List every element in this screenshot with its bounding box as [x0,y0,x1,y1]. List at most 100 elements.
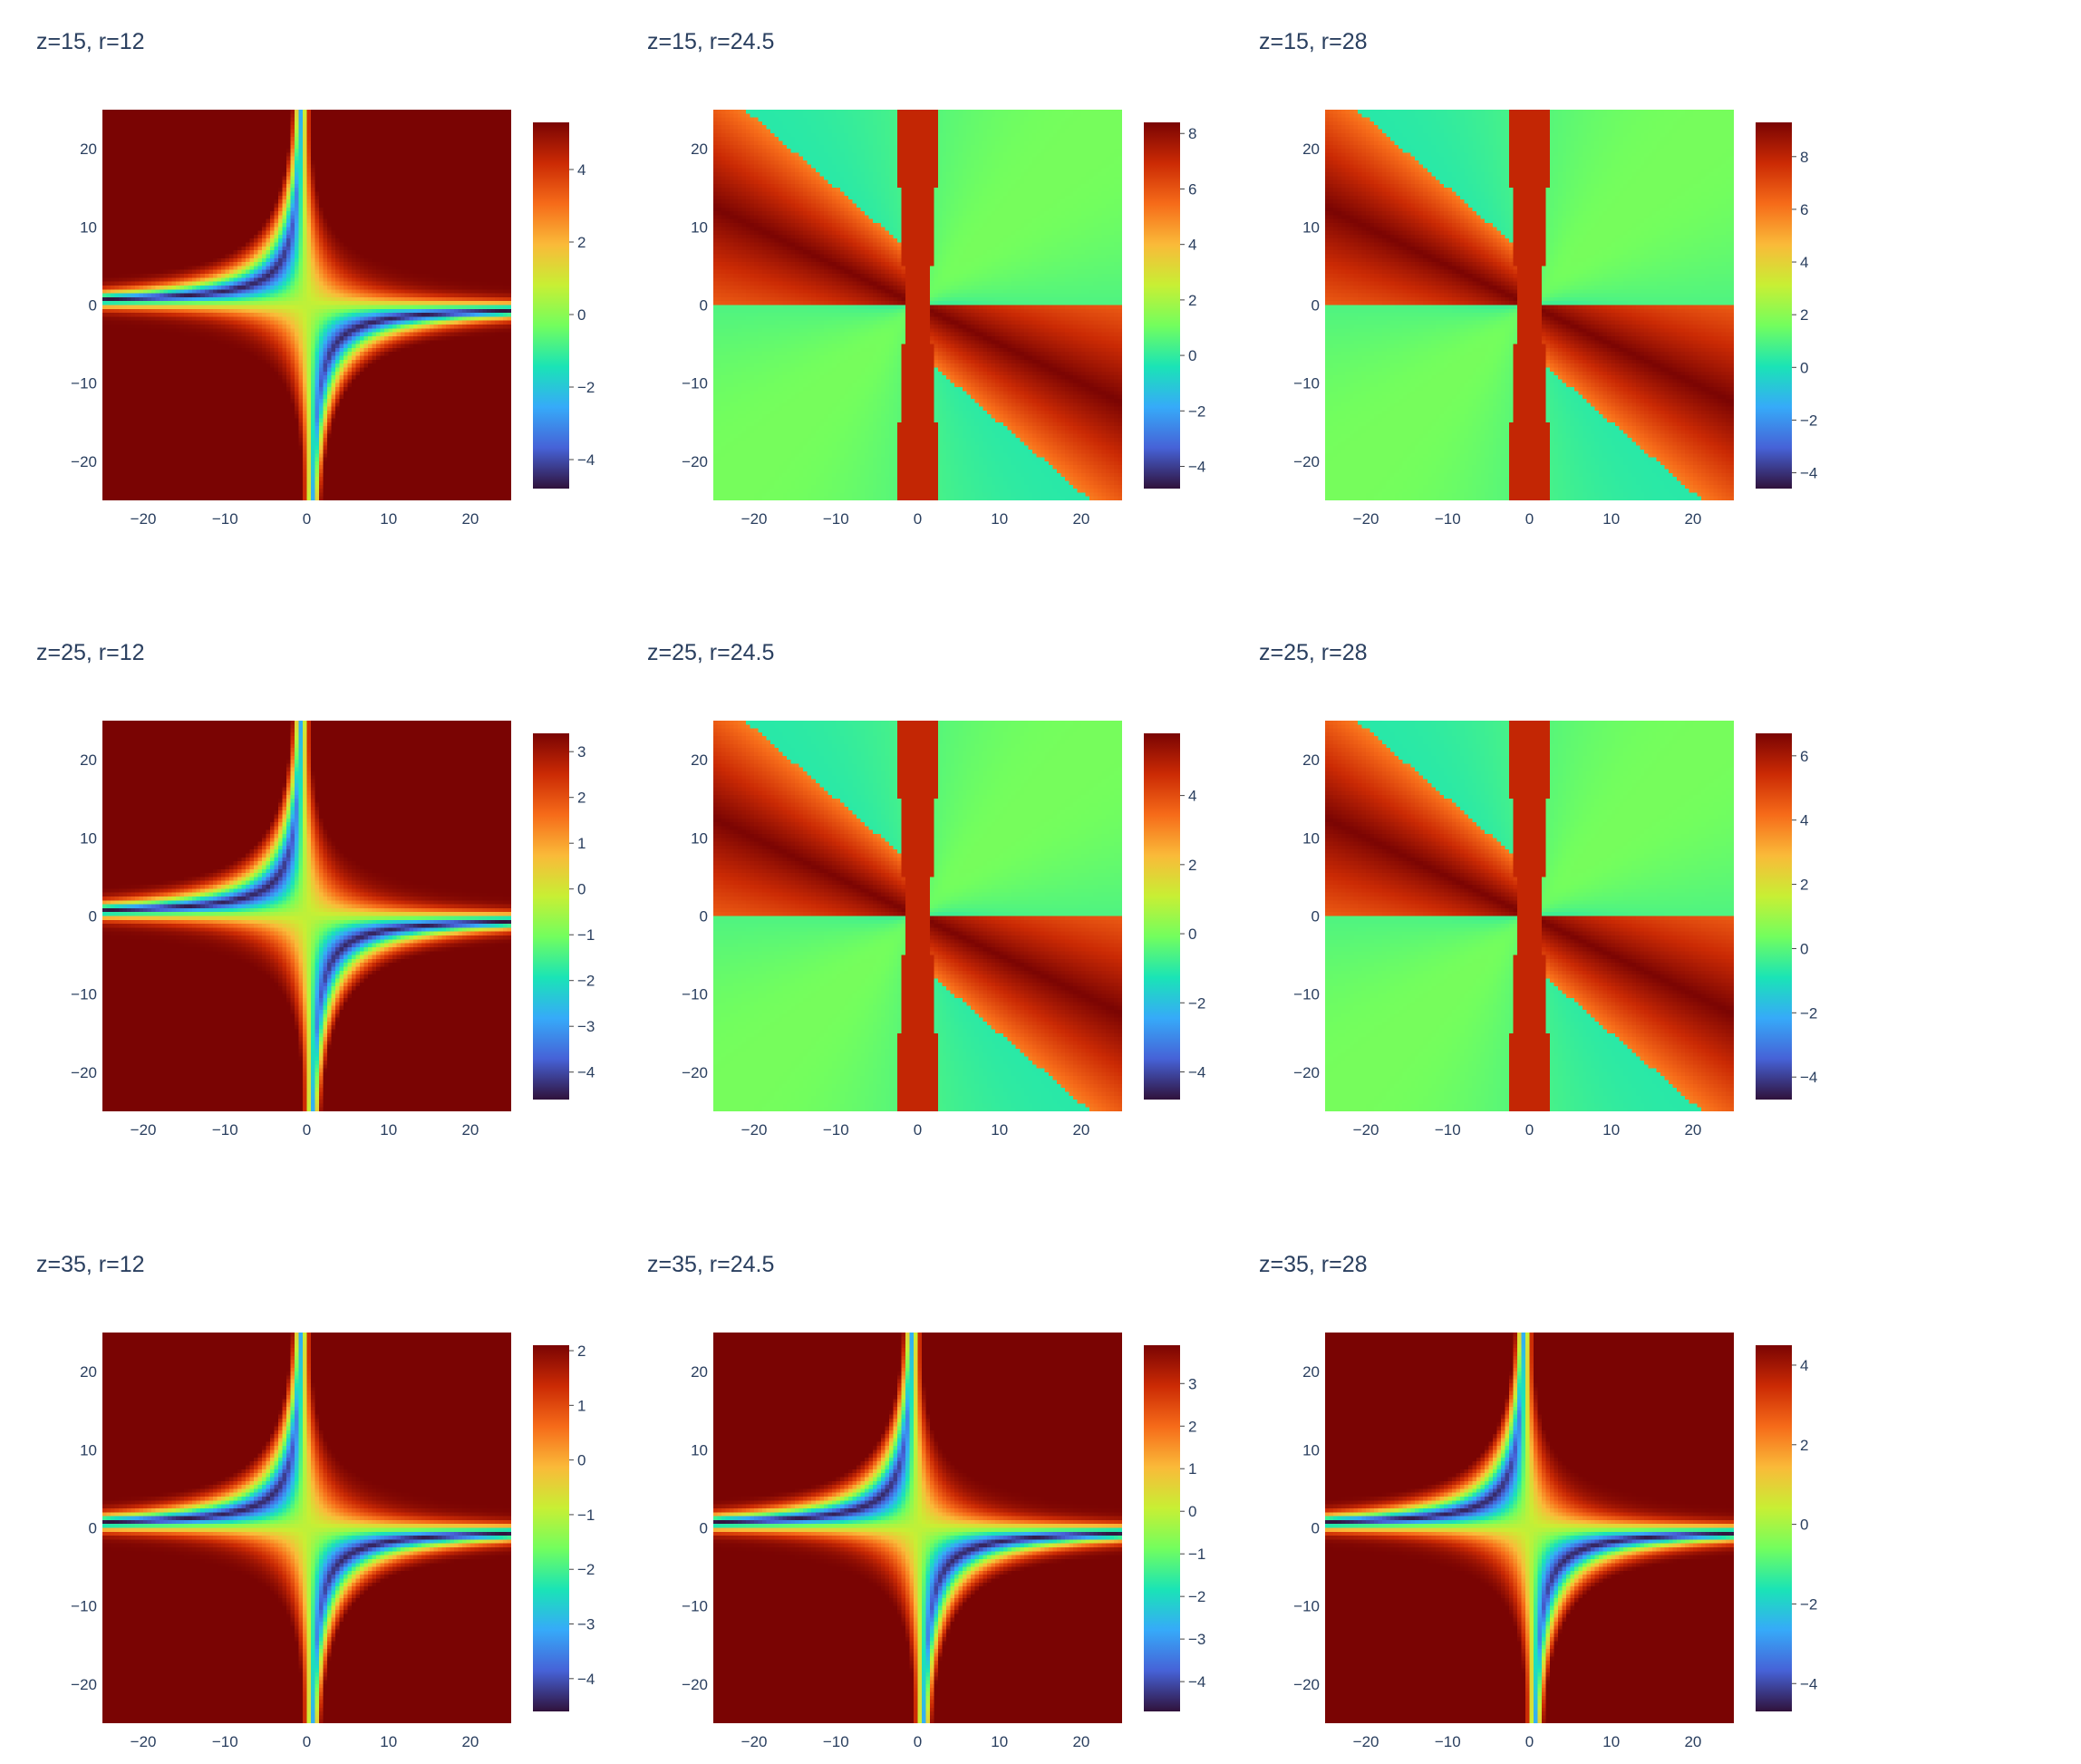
y-tick-label: −10 [71,375,97,393]
x-tick-label: 20 [461,510,479,528]
x-tick-label: −20 [131,510,157,528]
y-tick-label: −20 [71,1064,97,1081]
colorbar-tick-label: −2 [1188,994,1205,1012]
x-tick-label: 0 [1525,510,1534,528]
subplot-3: z=15, r=28−20 −10 0 10 20−20−1001020−4−20246… [1259,29,1817,528]
colorbar-tick-label: −2 [577,379,595,396]
x-tick-label: −10 [212,1733,238,1750]
colorbar-tick-label: 3 [577,743,586,761]
y-tick-label: −20 [1293,1064,1320,1081]
x-tick-label: 10 [991,510,1008,528]
heatmap-image [102,721,511,1111]
subplot-4: z=25, r=12−20 −10 0 10 20−20−1001020−4−3−2−1… [36,640,595,1139]
x-tick-label: −20 [131,1121,157,1139]
y-tick-label: 10 [80,1441,97,1459]
colorbar-tick-label: −4 [577,1064,595,1081]
y-tick-label: −20 [71,453,97,470]
colorbar-tick-label: 4 [577,161,586,179]
y-tick-label: 10 [691,218,708,236]
x-tick-label: −10 [823,1121,849,1139]
x-tick-label: 10 [1602,1121,1620,1139]
y-tick-label: −10 [71,986,97,1003]
x-tick-label: −20 [1353,1121,1379,1139]
x-tick-label: 0 [914,1733,922,1750]
y-tick-label: −20 [1293,453,1320,470]
colorbar-tick-label: −4 [577,451,595,469]
y-tick-label: 0 [700,908,708,926]
x-tick-label: 10 [380,1733,397,1750]
x-tick-label: −10 [1435,1121,1461,1139]
y-tick-label: −10 [682,1598,708,1615]
colorbar-tick-label: −1 [577,1507,595,1524]
subplot-5: z=25, r=24.5−20 −10 0 10 20−20−1001020−4−202… [647,640,1205,1139]
colorbar-tick-label: 0 [577,1452,586,1469]
x-tick-label: 20 [461,1121,479,1139]
colorbar [1144,122,1180,489]
colorbar [1756,122,1792,489]
heatmap-image [1325,1333,1734,1723]
colorbar-tick-label: 0 [577,881,586,898]
colorbar-tick-label: 0 [577,306,586,324]
y-tick-label: 10 [80,218,97,236]
x-tick-label: −10 [1435,510,1461,528]
colorbar-tick-label: −2 [1800,1004,1817,1022]
y-tick-label: 0 [89,908,97,926]
y-tick-label: −20 [1293,1676,1320,1693]
y-tick-label: 10 [80,829,97,847]
colorbar-tick-label: 0 [1800,940,1808,957]
colorbar-tick-label: 2 [1800,877,1808,894]
y-tick-label: −20 [682,1064,708,1081]
y-tick-label: 20 [1302,751,1320,769]
subplot-title: z=25, r=24.5 [647,640,774,665]
x-tick-label: −20 [741,510,768,528]
subplot-2: z=15, r=24.5−20 −10 0 10 20−20−1001020−4−202… [647,29,1205,528]
x-tick-label: −10 [212,1121,238,1139]
colorbar-tick-label: 0 [1800,359,1808,376]
y-tick-label: 20 [691,1363,708,1381]
colorbar-tick-label: 2 [577,1342,586,1360]
colorbar-tick-label: −3 [577,1616,595,1633]
colorbar-tick-label: −2 [1800,412,1817,429]
colorbar-tick-label: −4 [1188,1673,1205,1691]
y-tick-label: 20 [80,141,97,158]
colorbar-tick-label: −2 [577,1561,595,1578]
colorbar-tick-label: 1 [1188,1460,1196,1478]
x-tick-label: 20 [1684,1733,1701,1750]
colorbar-tick-label: 1 [577,835,586,852]
x-tick-label: 0 [303,1733,311,1750]
y-tick-label: −10 [1293,1598,1320,1615]
x-tick-label: 20 [1072,510,1089,528]
colorbar [533,733,569,1100]
colorbar [1756,733,1792,1100]
colorbar-tick-label: −2 [577,973,595,990]
colorbar-tick-label: 0 [1800,1517,1808,1534]
y-tick-label: −20 [71,1676,97,1693]
colorbar-tick-label: 2 [1800,1437,1808,1454]
colorbar-tick-label: 8 [1800,149,1808,166]
x-tick-label: 0 [303,1121,311,1139]
heatmap-image [1325,721,1734,1111]
y-tick-label: −10 [1293,375,1320,393]
y-tick-label: 0 [89,297,97,315]
heatmap-image [713,721,1122,1111]
x-tick-label: −20 [741,1733,768,1750]
subplot-7: z=35, r=12−20 −10 0 10 20−20−1001020−4−3−2−1… [36,1252,595,1750]
colorbar-tick-label: −2 [1188,402,1205,420]
y-tick-label: 20 [691,751,708,769]
y-tick-label: −10 [1293,986,1320,1003]
y-tick-label: 10 [691,829,708,847]
y-tick-label: −10 [682,986,708,1003]
subplot-title: z=35, r=12 [36,1252,145,1277]
colorbar-tick-label: 2 [1800,306,1808,324]
heatmap-image [713,110,1122,500]
x-tick-label: 0 [914,1121,922,1139]
y-tick-label: 20 [1302,141,1320,158]
subplot-title: z=15, r=24.5 [647,29,774,54]
colorbar [1756,1345,1792,1711]
y-tick-label: 0 [89,1520,97,1537]
x-tick-label: 0 [1525,1121,1534,1139]
